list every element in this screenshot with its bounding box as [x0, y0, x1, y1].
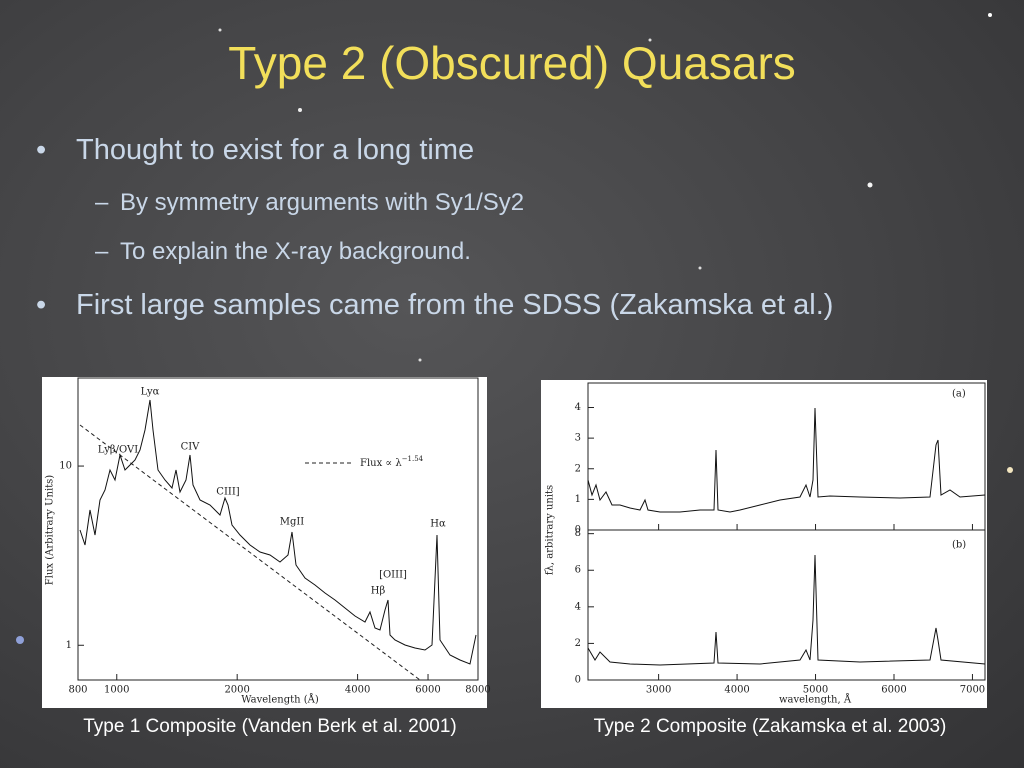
y-tick-label: 1	[66, 640, 72, 651]
star	[1007, 467, 1013, 473]
plot-frame	[77, 377, 479, 681]
bullet: Thought to exist for a long time	[76, 134, 475, 166]
spectrum-curve	[79, 399, 477, 665]
y-tick-label: 2	[575, 463, 581, 474]
y-tick-label: 4	[575, 601, 581, 612]
plot-frame	[587, 529, 986, 681]
x-tick-label: 2000	[224, 685, 249, 696]
line-label: [OIII]	[379, 570, 407, 581]
figure-caption: Type 1 Composite (Vanden Berk et al. 200…	[83, 716, 457, 737]
dash-mark: –	[95, 238, 109, 265]
x-axis-label: Wavelength (Å)	[241, 694, 319, 706]
x-tick-label: 6000	[881, 685, 906, 696]
dash-mark: –	[95, 189, 109, 216]
sub-bullet: By symmetry arguments with Sy1/Sy2	[120, 189, 525, 216]
x-axis-label: wavelength, Å	[779, 694, 852, 706]
figure-caption: Type 2 Composite (Zakamska et al. 2003)	[593, 716, 947, 737]
y-axis-label: Flux (Arbitrary Units)	[45, 475, 56, 585]
bullet-mark: •	[36, 289, 47, 321]
bullet-mark: •	[36, 134, 47, 166]
y-tick-label: 1	[575, 494, 581, 505]
star	[16, 636, 24, 644]
line-label: Hβ	[371, 586, 386, 597]
star	[867, 182, 873, 188]
y-tick-label: 4	[575, 402, 581, 413]
sub-bullet: To explain the X-ray background.	[120, 238, 471, 265]
legend-text: Flux ∝ λ−1.54	[360, 455, 424, 469]
x-tick-label: 5000	[803, 685, 828, 696]
star	[418, 358, 422, 362]
x-tick-label: 1000	[104, 685, 129, 696]
y-tick-label: 2	[575, 638, 581, 649]
y-tick-label: 0	[575, 675, 581, 686]
line-label: Lyα	[141, 387, 160, 398]
x-tick-label: 6000	[415, 685, 440, 696]
line-label: MgII	[280, 517, 305, 528]
y-tick-label: 3	[575, 433, 581, 444]
slide-title: Type 2 (Obscured) Quasars	[228, 37, 796, 89]
y-tick-label: 10	[59, 461, 72, 472]
spectrum-curve	[587, 554, 986, 666]
legend-exponent: −1.54	[402, 455, 424, 463]
x-tick-label: 4000	[345, 685, 370, 696]
line-label: Hα	[430, 519, 446, 530]
figure-background	[541, 380, 987, 708]
line-label: CIII]	[216, 487, 240, 498]
spectrum-curve	[587, 407, 986, 513]
x-tick-label: 3000	[646, 685, 671, 696]
line-label: Lyβ/OVI	[98, 445, 139, 456]
power-law-line	[79, 424, 421, 681]
star	[648, 38, 652, 42]
star	[298, 108, 302, 112]
y-tick-label: 8	[575, 528, 581, 539]
x-tick-label: 4000	[724, 685, 749, 696]
x-tick-label: 8000	[465, 685, 490, 696]
y-tick-label: 0	[575, 525, 581, 536]
panel-label: (b)	[952, 540, 966, 551]
x-tick-label: 800	[68, 685, 87, 696]
y-axis-label: fλ, arbitrary units	[545, 485, 556, 575]
line-label: CIV	[181, 442, 201, 453]
star	[988, 13, 992, 17]
legend-label: Flux ∝ λ	[360, 458, 402, 469]
x-tick-label: 7000	[960, 685, 985, 696]
y-tick-label: 6	[575, 565, 581, 576]
star	[218, 28, 222, 32]
panel-label: (a)	[952, 389, 966, 400]
figure-background	[42, 377, 487, 708]
bullet: First large samples came from the SDSS (…	[76, 289, 834, 321]
star	[698, 266, 702, 270]
